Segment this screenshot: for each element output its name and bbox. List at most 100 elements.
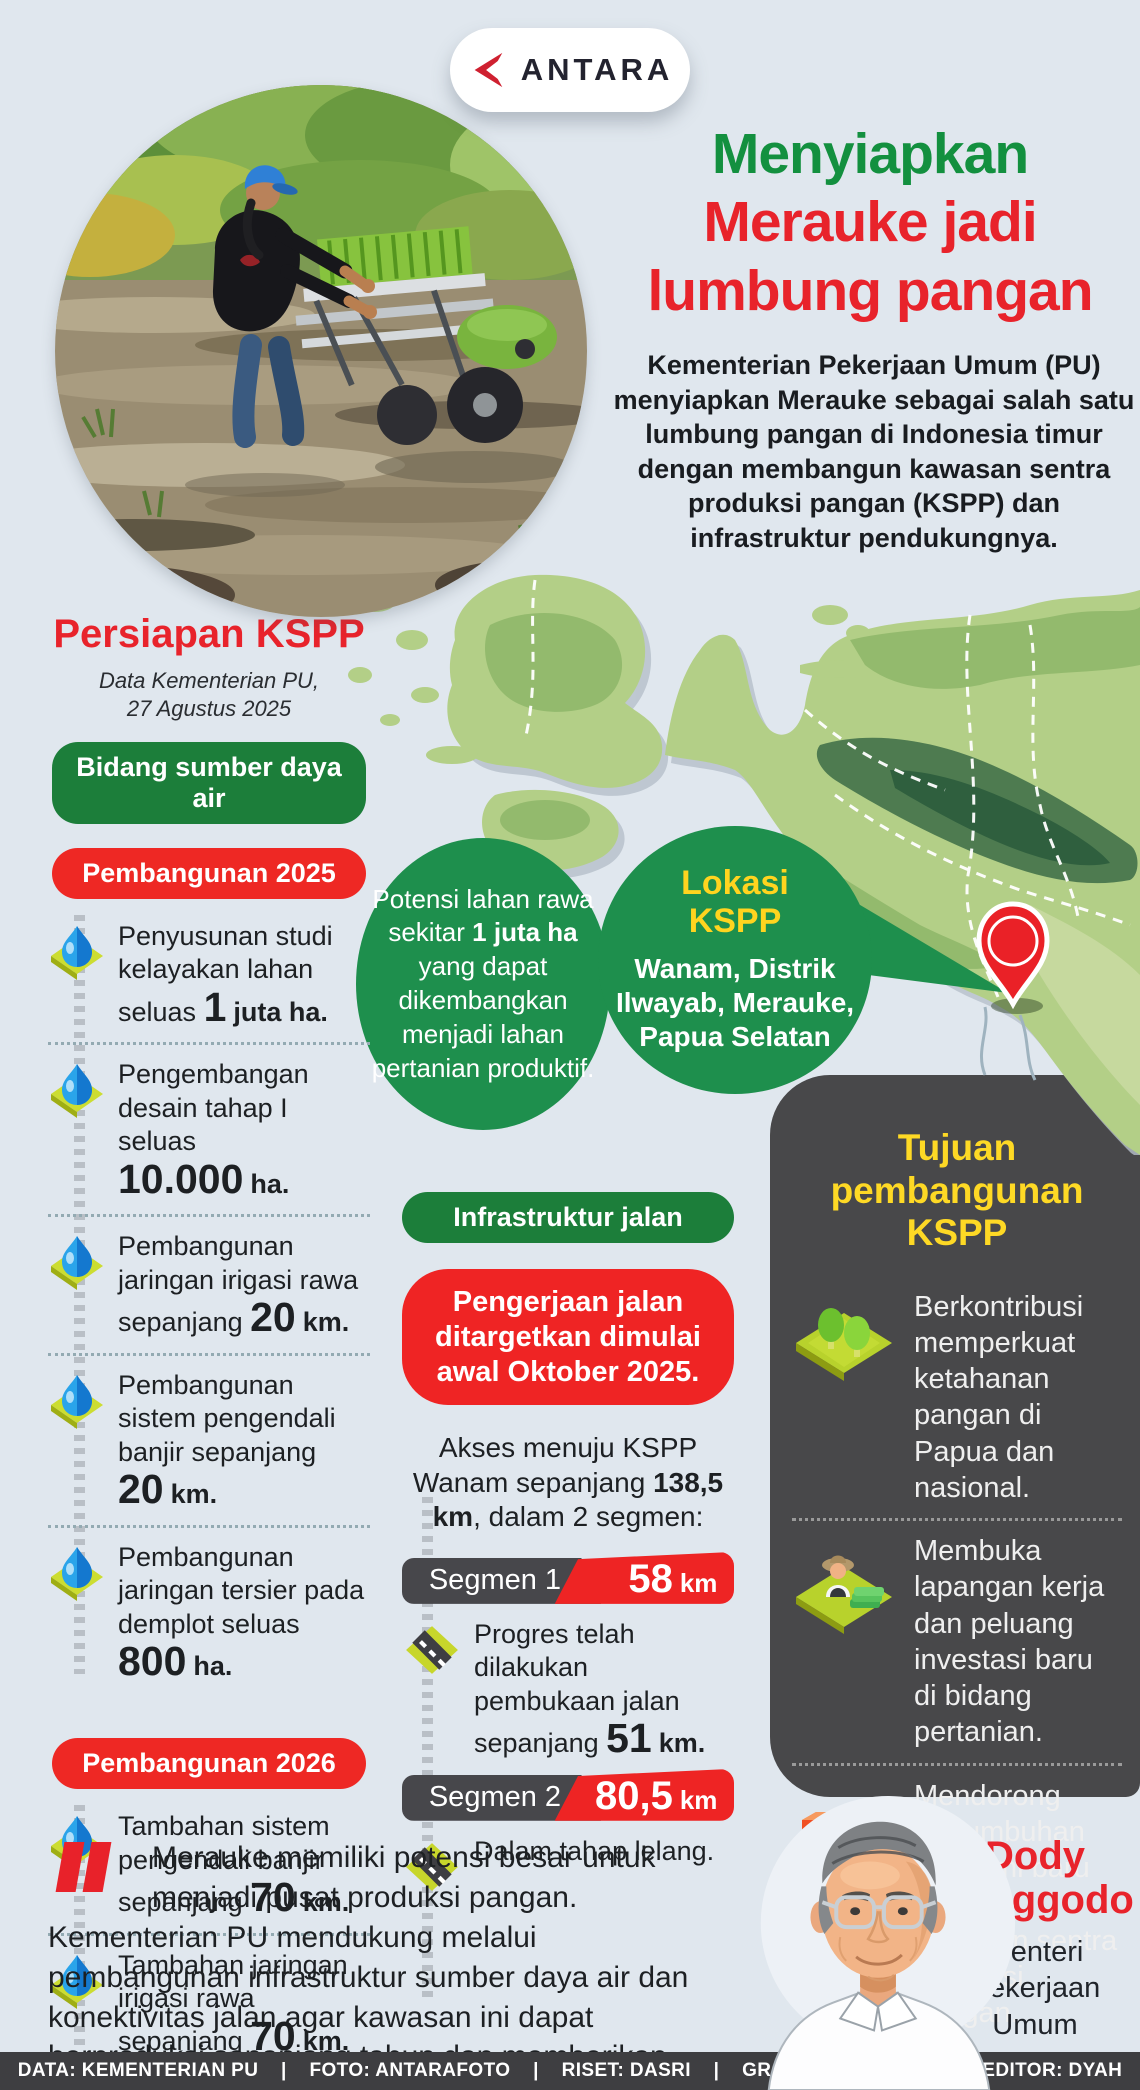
segment-unit: km [679, 1567, 718, 1598]
segment-bar-value-bg [554, 1768, 734, 1821]
goals-title: Tujuan pembangunan KSPP [792, 1127, 1122, 1255]
title-line3: lumbung pangan [647, 258, 1093, 323]
road-sector-column: Infrastruktur jalan Pengerjaan jalan dit… [402, 1192, 734, 2002]
item-number: 70 [250, 2012, 296, 2059]
item-text: Tambahan jaringan irigasi rawa sepanjang… [118, 1949, 370, 2058]
map-pin-icon [976, 901, 1050, 1014]
access-pre: Akses menuju KSPP Wanam sepanjang [412, 1432, 698, 1498]
location-title: Lokasi KSPP [681, 864, 789, 940]
item-number: 20 [118, 1466, 164, 1513]
group-badge-2025: Pembangunan 2025 [52, 848, 366, 899]
item-text: Penyusunan studi kelayakan lahan seluas … [118, 920, 370, 1029]
item-pre: Tambahan sistem pengendali banjir sepanj… [118, 1811, 330, 1918]
potential-pre: Potensi lahan rawa sekitar [372, 883, 594, 948]
list-item: Tambahan jaringan irigasi rawa sepanjang… [48, 1936, 370, 2071]
item-number: 20 [250, 1294, 296, 1341]
list-item: Penyusunan studi kelayakan lahan seluas … [48, 907, 370, 1046]
goal-text: Membuka lapangan kerja dan peluang inves… [914, 1535, 1105, 1749]
segment-bar-1: Segmen 1 58 km [402, 1551, 734, 1604]
note-text: Progres telah dilakukan pembukaan jalan … [474, 1618, 734, 1761]
list-item: Pembangunan jaringan tersier pada demplo… [48, 1528, 370, 1697]
map-ridge-core [890, 770, 1110, 866]
water-drop-icon [48, 922, 106, 985]
data-source-line2: 27 Agustus 2025 [126, 695, 292, 721]
note-text: Dalam tahap lelang. [474, 1835, 714, 1868]
item-pre: Penyusunan studi kelayakan lahan seluas [118, 921, 333, 1027]
road-highlight-note: Pengerjaan jalan ditargetkan dimulai awa… [402, 1269, 734, 1406]
group-badge-2026: Pembangunan 2026 [52, 1738, 366, 1790]
minister-portrait [728, 1792, 1028, 2090]
item-unit: km. [302, 2025, 350, 2056]
farmer-money-icon [792, 1541, 900, 1642]
note-unit: km. [658, 1728, 706, 1759]
segment-note-2: Dalam tahap lelang. [404, 1835, 734, 1900]
water-drop-icon [48, 1060, 106, 1123]
note-pre: Progres telah dilakukan pembukaan jalan … [474, 1618, 680, 1759]
item-pre: Pembangunan jaringan irigasi rawa sepanj… [118, 1231, 359, 1338]
trees-field-icon [792, 1297, 900, 1394]
item-pre: Tambahan jaringan irigasi rawa sepanjang [118, 1949, 348, 2056]
access-length: 138,5 km [432, 1466, 724, 1532]
item-text: Pengembangan desain tahap I seluas 10.00… [118, 1058, 370, 1201]
section-heading: Persiapan KSPP [53, 612, 365, 656]
item-number: 70 [250, 1874, 296, 1921]
item-unit: ha. [193, 1650, 233, 1681]
quote-icon [55, 1842, 138, 1894]
antara-logo: ANTARA [450, 28, 690, 112]
item-unit: juta ha. [233, 996, 328, 1027]
goals-panel: Tujuan pembangunan KSPP Berkontribusi me… [770, 1075, 1140, 2029]
water-items-2025: Penyusunan studi kelayakan lahan seluas … [48, 899, 370, 1700]
potential-value: 1 juta ha [472, 917, 578, 948]
antara-logo-text: ANTARA [520, 52, 674, 87]
dashed-track [422, 1497, 433, 2002]
goals-title-line2: pembangunan KSPP [830, 1169, 1084, 1254]
map-rivers [980, 1006, 1037, 1081]
item-text: Pembangunan sistem pengendali banjir sep… [118, 1369, 370, 1512]
item-pre: Pembangunan sistem pengendali banjir sep… [118, 1369, 336, 1467]
water-drop-icon [48, 1543, 106, 1606]
segment-label: Segmen 2 [428, 1780, 562, 1813]
title-line2: Merauke jadi [703, 190, 1037, 255]
data-source-line1: Data Kementerian PU, [98, 668, 320, 693]
road-icon [404, 1622, 460, 1683]
goals-title-line1: Tujuan [897, 1127, 1017, 1168]
item-number: 800 [118, 1637, 187, 1684]
water-sector-column: Persiapan KSPP Data Kementerian PU, 27 A… [48, 612, 370, 2075]
item-text: Tambahan sistem pengendali banjir sepanj… [118, 1810, 370, 1919]
list-item: Pembangunan sistem pengendali banjir sep… [48, 1356, 370, 1528]
potential-post: yang dapat dikembangkan menjadi lahan pe… [371, 951, 595, 1083]
item-text: Pembangunan jaringan tersier pada demplo… [118, 1541, 370, 1684]
sector-badge-road: Infrastruktur jalan [402, 1192, 734, 1243]
road-icon [404, 1839, 460, 1900]
location-bubble: Lokasi KSPP Wanam, Distrik Ilwayab, Mera… [598, 826, 872, 1094]
segment-value: 80,5 km [595, 1776, 717, 1816]
data-source: Data Kementerian PU, 27 Agustus 2025 [48, 667, 370, 722]
item-pre: Pengembangan desain tahap I seluas [118, 1059, 309, 1157]
access-post: , dalam 2 segmen: [473, 1500, 704, 1532]
segment-bar-2: Segmen 2 80,5 km [402, 1768, 734, 1821]
item-pre: Pembangunan jaringan tersier pada demplo… [118, 1541, 365, 1639]
farmer-photo-illustration [55, 85, 587, 617]
segment-number: 58 [628, 1556, 673, 1601]
item-number: 1 [203, 983, 227, 1030]
item-unit: km. [302, 1307, 350, 1338]
intro-paragraph: Kementerian Pekerjaan Umum (PU) menyiapk… [613, 350, 1135, 553]
farmer-photo [55, 85, 587, 617]
segment-value: 58 km [628, 1559, 717, 1599]
goal-item: Berkontribusi memperkuat ketahanan panga… [792, 1277, 1122, 1522]
segment-unit: km [679, 1784, 718, 1815]
segment-bar-value-bg [554, 1551, 734, 1604]
item-number: 10.000 [118, 1155, 244, 1202]
item-unit: km. [170, 1479, 218, 1510]
note-pre: Dalam tahap lelang. [474, 1835, 715, 1866]
segment-number: 80,5 [594, 1773, 673, 1818]
antara-logo-icon [474, 52, 503, 88]
note-number: 51 [606, 1715, 652, 1762]
water-drop-icon [48, 1371, 106, 1434]
title-line1: Menyiapkan [711, 122, 1029, 186]
list-item: Pembangunan jaringan irigasi rawa sepanj… [48, 1217, 370, 1356]
page-title: Menyiapkan Merauke jadi lumbung pangan [600, 120, 1140, 325]
location-body: Wanam, Distrik Ilwayab, Merauke, Papua S… [615, 953, 855, 1053]
access-summary: Akses menuju KSPP Wanam sepanjang 138,5 … [402, 1431, 734, 1533]
